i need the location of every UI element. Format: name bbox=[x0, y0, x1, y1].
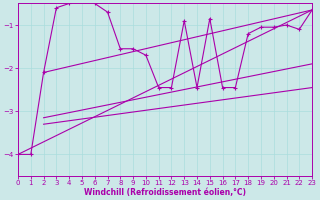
X-axis label: Windchill (Refroidissement éolien,°C): Windchill (Refroidissement éolien,°C) bbox=[84, 188, 246, 197]
